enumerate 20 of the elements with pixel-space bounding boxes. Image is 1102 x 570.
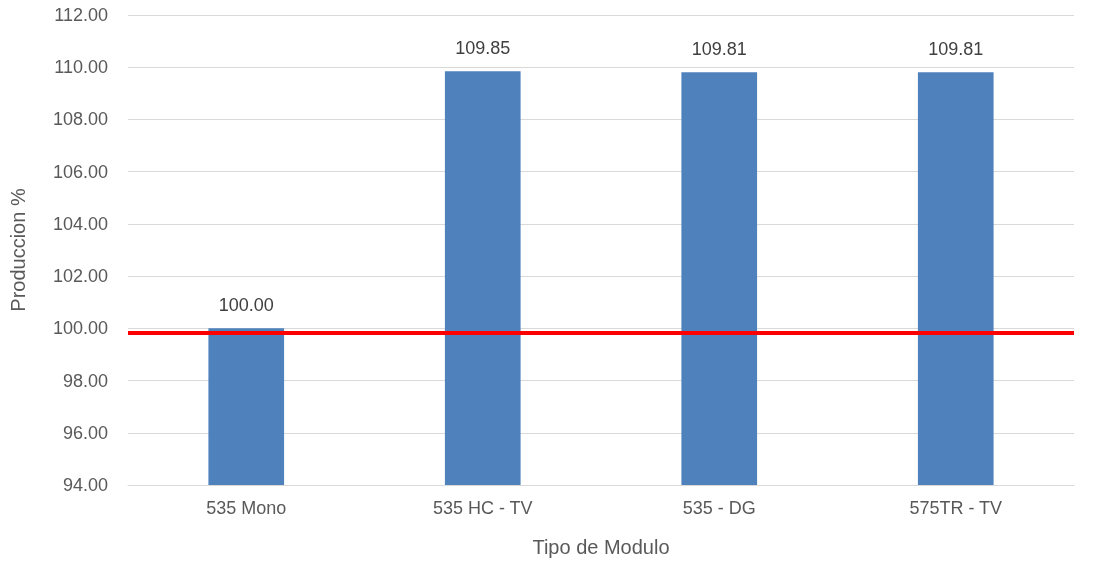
y-tick-label: 106.00 bbox=[52, 161, 108, 182]
y-tick-label: 108.00 bbox=[52, 109, 108, 130]
y-tick-label: 96.00 bbox=[62, 422, 108, 443]
y-tick-label: 104.00 bbox=[52, 213, 108, 234]
y-tick-label: 110.00 bbox=[54, 57, 108, 78]
x-tick-label: 535 - DG bbox=[682, 498, 756, 518]
x-tick-label: 535 Mono bbox=[206, 498, 287, 518]
y-tick-label: 102.00 bbox=[52, 266, 108, 287]
x-tick-label: 535 HC - TV bbox=[432, 498, 533, 518]
y-axis-title: Produccion % bbox=[7, 188, 29, 312]
y-tick-label: 112.00 bbox=[54, 5, 108, 25]
y-tick-label: 100.00 bbox=[52, 318, 108, 339]
y-tick-label: 94.00 bbox=[62, 475, 108, 495]
data-label: 100.00 bbox=[218, 295, 274, 316]
y-tick-label: 98.00 bbox=[62, 370, 108, 391]
data-label: 109.81 bbox=[928, 39, 984, 60]
data-label: 109.85 bbox=[455, 38, 511, 59]
x-axis-title: Tipo de Modulo bbox=[532, 536, 670, 558]
data-label: 109.81 bbox=[691, 39, 747, 60]
x-tick-label: 575TR - TV bbox=[909, 498, 1003, 518]
